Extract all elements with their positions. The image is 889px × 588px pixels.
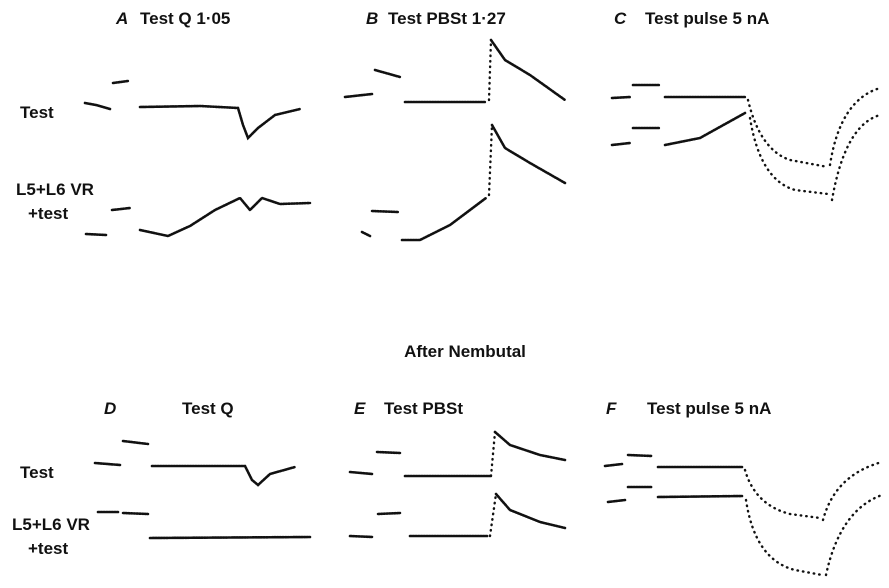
panel-letter: B <box>366 9 378 28</box>
trace <box>350 472 372 474</box>
trace <box>658 496 742 497</box>
trace <box>826 495 882 575</box>
trace-group <box>345 40 565 240</box>
trace <box>375 70 400 77</box>
trace <box>665 113 745 145</box>
trace <box>490 494 496 536</box>
trace <box>140 198 310 236</box>
trace <box>85 103 110 109</box>
trace <box>402 198 486 240</box>
trace <box>86 234 106 235</box>
row-label: Test <box>20 463 54 482</box>
row-label: +test <box>28 539 68 558</box>
row-label: L5+L6 VR <box>12 515 90 534</box>
trace <box>823 462 882 520</box>
panel-title: Test PBSt 1·27 <box>388 9 506 28</box>
trace <box>495 432 565 460</box>
trace <box>489 125 492 195</box>
trace <box>605 464 622 466</box>
trace <box>830 88 880 165</box>
trace <box>750 118 828 194</box>
panel-title: Test PBSt <box>384 399 463 418</box>
trace <box>377 452 400 453</box>
trace <box>150 537 310 538</box>
trace-group <box>612 85 880 200</box>
panel-title: Test pulse 5 nA <box>645 9 769 28</box>
trace <box>345 94 372 97</box>
trace <box>612 143 630 145</box>
panel-title: Test pulse 5 nA <box>647 399 771 418</box>
trace-group <box>95 441 310 538</box>
trace <box>372 211 398 212</box>
panel-title: Test Q <box>182 399 234 418</box>
trace <box>95 463 120 465</box>
trace-group <box>605 455 882 575</box>
trace <box>746 500 822 575</box>
panel-letter: C <box>614 9 627 28</box>
trace <box>140 106 300 138</box>
trace <box>608 500 625 502</box>
row-label: L5+L6 VR <box>16 180 94 199</box>
panel-letter: F <box>606 399 617 418</box>
panel-letter: E <box>354 399 366 418</box>
trace <box>628 455 652 456</box>
trace <box>378 513 400 514</box>
trace-group <box>85 81 310 236</box>
trace-group <box>350 432 565 537</box>
trace <box>112 208 130 210</box>
panel-letter: A <box>115 9 128 28</box>
trace <box>123 513 148 514</box>
trace <box>745 470 820 518</box>
section-title: After Nembutal <box>404 342 526 361</box>
row-label: Test <box>20 103 54 122</box>
trace <box>612 97 630 98</box>
panel-title: Test Q 1·05 <box>140 9 230 28</box>
trace <box>350 536 372 537</box>
row-label: +test <box>28 204 68 223</box>
trace <box>491 432 495 476</box>
trace <box>496 494 565 528</box>
trace <box>152 466 295 485</box>
panel-letter: D <box>104 399 116 418</box>
trace <box>491 40 565 100</box>
trace <box>492 125 565 183</box>
trace <box>113 81 128 83</box>
trace <box>362 232 370 236</box>
trace <box>489 40 491 100</box>
trace <box>748 100 828 167</box>
trace <box>123 441 148 444</box>
figure: A Test Q 1·05 B Test PBSt 1·27 C Test pu… <box>0 0 889 588</box>
